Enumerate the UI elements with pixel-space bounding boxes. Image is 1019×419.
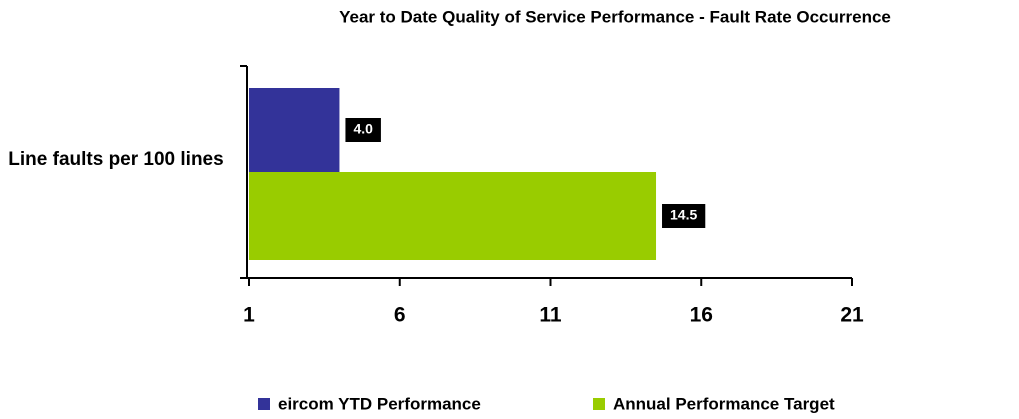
value-label-box xyxy=(662,204,706,228)
category-label: Line faults per 100 lines xyxy=(8,149,224,170)
bar xyxy=(249,88,340,172)
value-label: 4.0 xyxy=(353,121,373,137)
x-tick-label: 16 xyxy=(690,304,713,327)
legend-swatch xyxy=(258,398,270,410)
legend-label: eircom YTD Performance xyxy=(278,394,481,413)
x-tick-label: 1 xyxy=(243,304,255,327)
legend-swatch xyxy=(593,398,605,410)
legend-label: Annual Performance Target xyxy=(613,394,835,413)
bar xyxy=(249,172,657,260)
chart-title: Year to Date Quality of Service Performa… xyxy=(339,7,891,26)
x-tick-label: 21 xyxy=(840,304,864,327)
x-tick-label: 6 xyxy=(394,304,406,327)
value-label-box xyxy=(345,118,381,142)
value-label: 14.5 xyxy=(670,207,697,223)
x-tick-label: 11 xyxy=(539,304,562,327)
